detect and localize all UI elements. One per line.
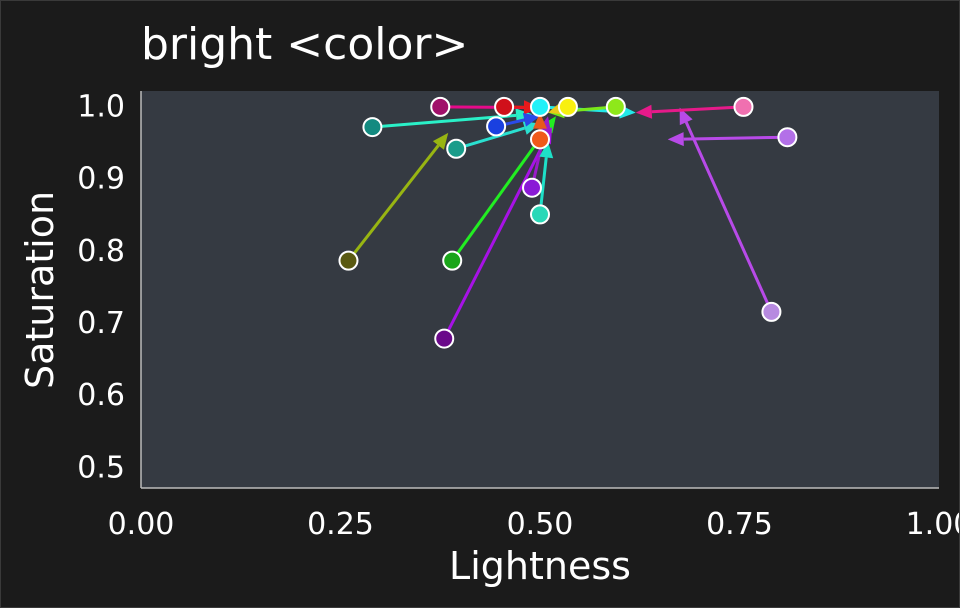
marker-red <box>494 96 515 117</box>
x-tick-label: 0.75 <box>706 507 773 542</box>
arrow-head-lavender <box>679 107 693 126</box>
marker-lavender <box>761 301 782 322</box>
y-tick-label: 1.0 <box>77 89 125 124</box>
x-tick-label: 0.00 <box>108 507 175 542</box>
marker-lime <box>605 96 626 117</box>
arrow-head-aquamarine <box>539 141 554 159</box>
marker-purple <box>434 328 455 349</box>
marker-layer <box>338 96 798 349</box>
x-tick-labels: 0.00 0.25 0.50 0.75 1.00 <box>108 507 959 542</box>
arrow-head-olive <box>432 132 449 150</box>
arrow-head-pink <box>635 104 653 119</box>
arrow-line-pink <box>651 105 744 114</box>
marker-light-purple <box>777 127 798 148</box>
marker-orange <box>530 129 550 150</box>
marker-blue <box>486 116 507 137</box>
y-tick-label: 0.9 <box>77 162 125 197</box>
arrow-line-green <box>451 128 548 262</box>
marker-violet <box>522 177 543 198</box>
arrow-head-blue <box>522 113 540 127</box>
y-tick-label: 0.7 <box>77 306 125 341</box>
arrow-head-orange <box>533 112 547 129</box>
x-tick-label: 0.25 <box>307 507 374 542</box>
arrow-line-light-purple <box>683 135 788 141</box>
arrow-line-lavender <box>684 121 773 313</box>
arrow-head-light-purple <box>667 132 684 147</box>
arrow-line-sea-green <box>455 126 526 151</box>
marker-yellow <box>557 96 578 117</box>
marker-pink <box>733 96 754 117</box>
marker-magenta <box>430 96 451 117</box>
marker-green <box>442 250 463 271</box>
marker-olive <box>338 250 359 271</box>
y-tick-labels: 0.5 0.6 0.7 0.8 0.9 1.0 <box>77 89 125 485</box>
x-tick-label: 1.00 <box>906 507 959 542</box>
arrow-line-olive <box>347 144 440 262</box>
marker-aquamarine <box>530 204 550 225</box>
x-axis-label: Lightness <box>449 544 631 588</box>
marker-sea-green <box>446 138 467 159</box>
marker-cyan <box>530 96 550 117</box>
y-tick-label: 0.8 <box>77 234 125 269</box>
y-axis-label: Saturation <box>18 191 62 389</box>
x-tick-label: 0.50 <box>507 507 574 542</box>
y-tick-label: 0.6 <box>77 378 125 413</box>
y-tick-label: 0.5 <box>77 450 125 485</box>
arrow-line-purple <box>442 140 547 340</box>
chart-title: bright <color> <box>141 19 468 70</box>
marker-teal <box>362 117 383 138</box>
